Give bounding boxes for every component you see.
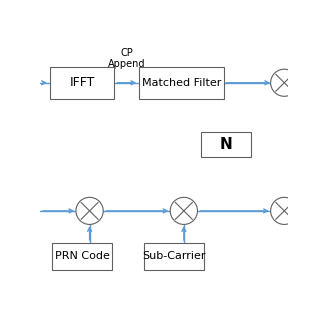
Text: Matched Filter: Matched Filter [142,78,221,88]
Circle shape [170,197,197,224]
Circle shape [271,197,298,224]
Bar [201,132,251,157]
Text: CP
Append: CP Append [108,48,146,69]
Bar [139,67,223,99]
Circle shape [76,197,103,224]
Bar [50,67,115,99]
Text: N: N [220,137,232,152]
Bar [52,243,112,270]
Text: IFFT: IFFT [69,76,95,89]
Text: PRN Code: PRN Code [55,252,109,261]
Bar [144,243,204,270]
Circle shape [271,69,298,96]
Text: Sub-Carrier: Sub-Carrier [142,252,206,261]
